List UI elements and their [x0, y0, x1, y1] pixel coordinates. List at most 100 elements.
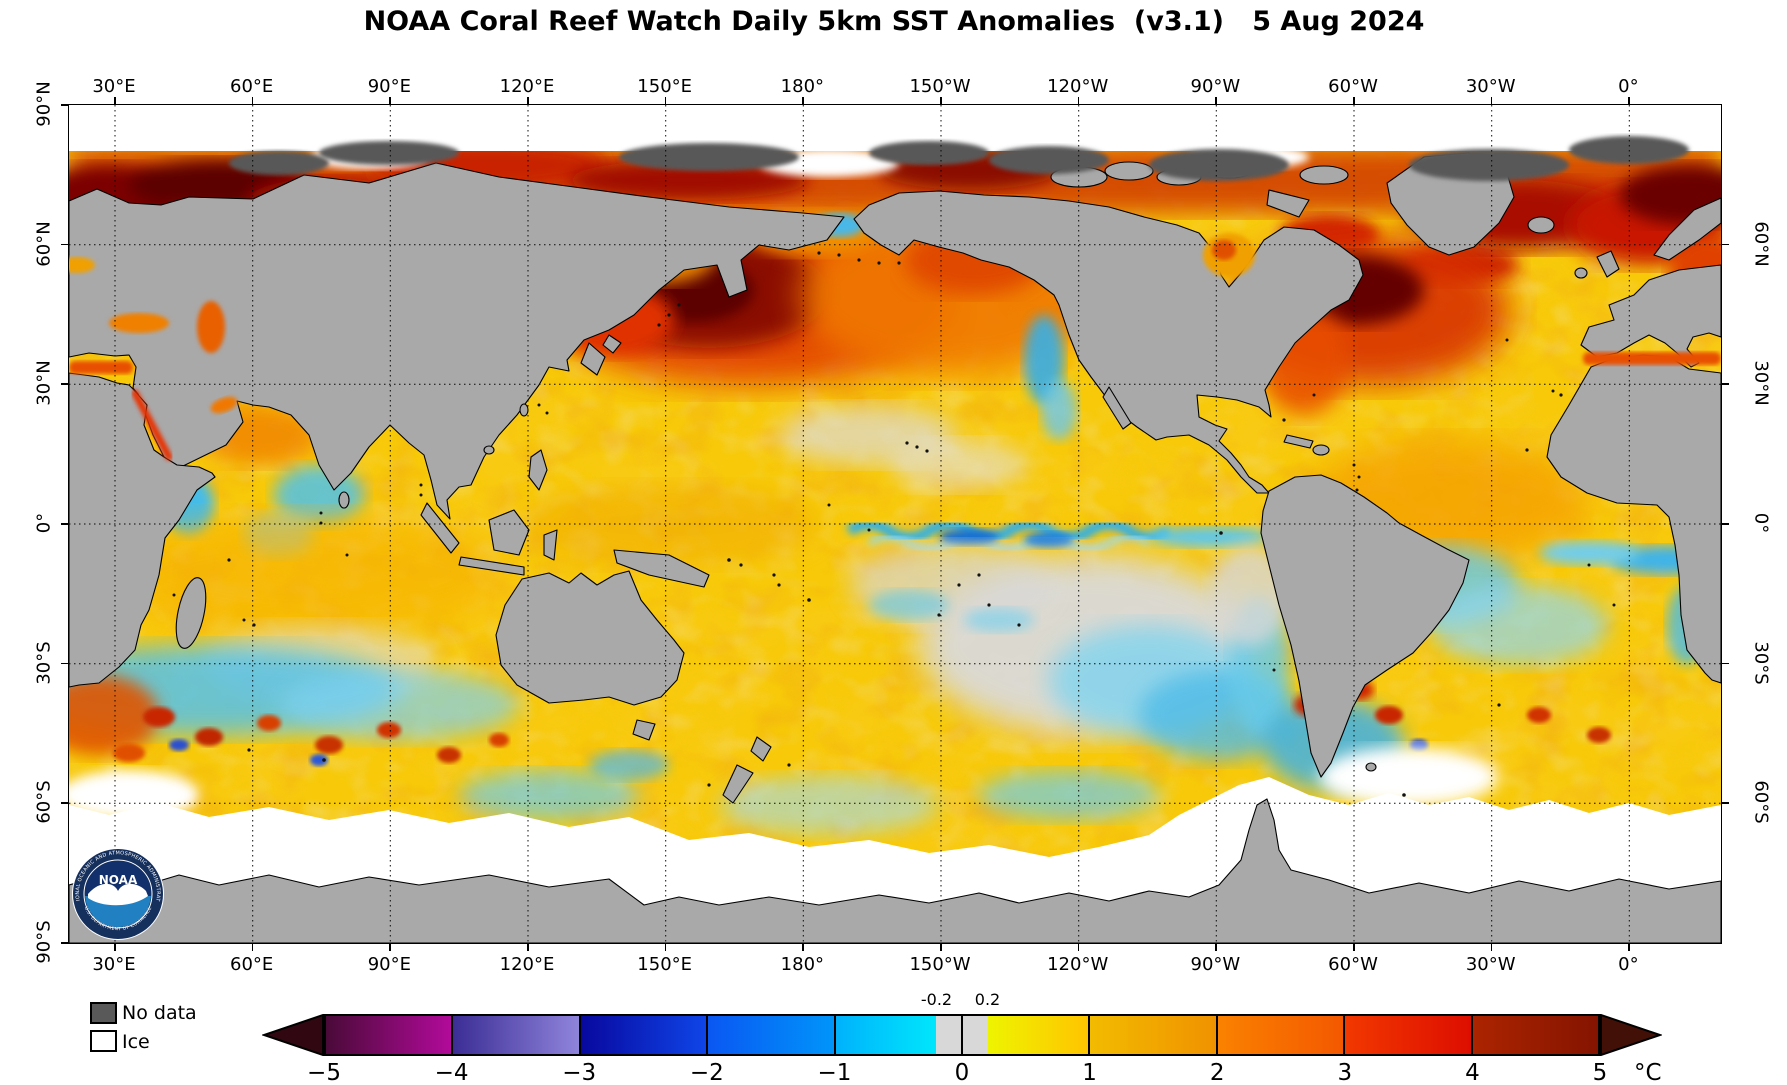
colorbar-tick-label: 5	[1592, 1060, 1608, 1085]
colorbar-segment	[1088, 1016, 1216, 1054]
bottom-axis-label: 90°E	[367, 954, 411, 975]
left-axis-label: 0°	[33, 512, 55, 534]
colorbar: °C −5 −4 −3 −2 −1 0 1 2 3 4 5 -0.2 0.2	[262, 990, 1663, 1085]
axis-tick	[1722, 662, 1729, 665]
top-axis-label: 60°E	[230, 76, 274, 97]
axis-tick	[940, 97, 942, 104]
axis-tick	[1215, 97, 1217, 104]
colorbar-left-arrow	[262, 1014, 324, 1056]
right-axis-label: 30°S	[1750, 640, 1772, 685]
bottom-axis-label: 150°W	[909, 954, 971, 975]
left-axis-label: 60°S	[33, 780, 55, 824]
axis-tick	[114, 97, 116, 104]
top-axis-label: 30°E	[92, 76, 136, 97]
axis-tick	[61, 104, 68, 106]
colorbar-segment	[706, 1016, 834, 1054]
bottom-axis-label: 120°W	[1047, 954, 1109, 975]
colorbar-tick-label: 2	[1209, 1060, 1225, 1085]
right-axis-label: 0°	[1750, 512, 1772, 534]
axis-tick	[114, 944, 116, 951]
axis-tick	[61, 383, 68, 385]
top-axis-label: 90°E	[367, 76, 411, 97]
axis-tick	[61, 942, 68, 944]
top-axis-label: 180°	[780, 76, 825, 97]
left-arrow-shape	[262, 1014, 324, 1056]
axis-tick	[1077, 97, 1080, 104]
top-axis-label: 150°W	[909, 76, 971, 97]
axis-tick	[802, 944, 804, 951]
ice-swatch	[90, 1030, 117, 1052]
right-axis-label: 30°N	[1750, 360, 1772, 407]
colorbar-segment	[578, 1016, 707, 1054]
axis-tick	[1353, 97, 1355, 104]
top-axis-label: 60°W	[1328, 76, 1378, 97]
colorbar-tick-label: −1	[817, 1060, 852, 1085]
colorbar-tick-label: 4	[1465, 1060, 1480, 1085]
left-axis-label: 30°N	[33, 360, 55, 407]
colorbar-segment	[326, 1016, 452, 1054]
colorbar-tick-label: −4	[434, 1060, 469, 1085]
bottom-axis-label: 60°E	[230, 954, 274, 975]
top-axis-label: 150°E	[637, 76, 693, 97]
figure-title: NOAA Coral Reef Watch Daily 5km SST Anom…	[363, 6, 1425, 37]
axis-tick	[61, 243, 68, 246]
colorbar-right-arrow	[1600, 1014, 1662, 1056]
inland-seas	[69, 233, 1721, 461]
top-axis-label: 120°W	[1047, 76, 1109, 97]
colorbar-tick-label: −2	[689, 1060, 724, 1085]
axis-tick	[61, 802, 68, 804]
island-dots	[172, 251, 1616, 797]
axis-tick	[527, 944, 529, 951]
axis-tick	[389, 944, 391, 951]
axis-tick	[1722, 802, 1729, 804]
ice-label: Ice	[122, 1031, 150, 1053]
top-axis-label: 120°E	[499, 76, 555, 97]
bottom-axis-label: 60°W	[1328, 954, 1378, 975]
colorbar-track	[324, 1014, 1600, 1056]
colorbar-segment	[451, 1016, 579, 1054]
no-data-patches	[229, 136, 1689, 181]
axis-tick	[664, 944, 667, 951]
top-axis-label: 90°W	[1190, 76, 1241, 97]
axis-tick	[1353, 944, 1355, 951]
bottom-axis-label: 30°W	[1465, 954, 1516, 975]
gridlines	[69, 105, 1721, 943]
bottom-axis-label: 180°	[780, 954, 825, 975]
left-axis-label: 30°S	[33, 640, 55, 685]
axis-tick	[1490, 97, 1493, 104]
colorbar-tick-label: −5	[307, 1060, 341, 1085]
colorbar-unit: °C	[1634, 1060, 1662, 1085]
world-map: NATIONAL OCEANIC AND ATMOSPHERIC ADMINIS…	[68, 104, 1722, 944]
left-axis-label: 90°N	[33, 81, 55, 127]
axis-tick	[1722, 383, 1729, 385]
bottom-axis-label: 150°E	[637, 954, 693, 975]
axis-tick	[61, 662, 68, 665]
colorbar-segment	[833, 1016, 936, 1054]
axis-tick	[1722, 523, 1729, 525]
axis-tick	[1628, 944, 1630, 951]
landmasses	[69, 152, 1721, 943]
top-axis-label: 30°W	[1465, 76, 1516, 97]
top-axis-label: 0°	[1618, 76, 1639, 97]
no-data-swatch	[90, 1002, 117, 1024]
axis-tick	[802, 97, 804, 104]
axis-tick	[389, 97, 391, 104]
bottom-axis-label: 0°	[1618, 954, 1639, 975]
right-arrow-shape	[1600, 1014, 1662, 1056]
map-canvas: NATIONAL OCEANIC AND ATMOSPHERIC ADMINIS…	[69, 105, 1721, 943]
axis-tick	[61, 523, 68, 525]
axis-tick	[1722, 243, 1729, 246]
noaa-logo-text: NOAA	[99, 873, 138, 887]
left-axis-label: 60°N	[33, 220, 55, 267]
axis-tick	[1490, 944, 1493, 951]
axis-tick	[940, 944, 942, 951]
colorbar-tick-label: 0	[954, 1060, 970, 1085]
axis-tick	[251, 944, 254, 951]
axis-tick	[1215, 944, 1217, 951]
bottom-axis-label: 90°W	[1190, 954, 1241, 975]
noaa-logo: NATIONAL OCEANIC AND ATMOSPHERIC ADMINIS…	[72, 848, 164, 940]
bottom-axis-label: 30°E	[92, 954, 136, 975]
colorbar-segment	[1343, 1016, 1471, 1054]
colorbar-segment	[961, 1016, 989, 1054]
axis-tick	[664, 97, 667, 104]
